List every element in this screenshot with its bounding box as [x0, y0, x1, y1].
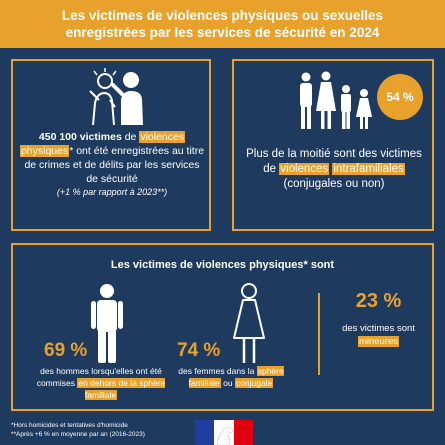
men-text: des hommes lorsqu'elles ont été commises: [36, 366, 162, 388]
header-banner: Les victimes de violences physiques ou s…: [0, 0, 445, 48]
intrafamily-text: Plus de la moitié sont des victimes de v…: [242, 147, 426, 192]
women-percent: 74 %: [177, 340, 221, 361]
highlight-outside-family: en dehors de la sphère familiale: [77, 378, 166, 400]
highlight-conjugale: conjugale: [234, 378, 274, 388]
men-percent: 69 %: [44, 340, 88, 361]
footnotes: *Hors homicides et tentatives d'homicide…: [11, 421, 211, 439]
page-title: Les victimes de violences physiques ou s…: [61, 8, 384, 40]
marianne-logo-graphic: [195, 420, 253, 445]
physical-victims-panel: Les victimes de violences physiques* son…: [11, 243, 434, 411]
victims-count: 450 100 victimes: [38, 131, 122, 143]
victims-evolution: (+1 % par rapport à 2023**): [56, 187, 168, 197]
highlight-minors: mineures: [357, 336, 400, 347]
intrafamily-panel: 54 % Plus de la moitié sont des victimes…: [232, 59, 434, 231]
women-text-mid: ou: [220, 378, 235, 388]
highlight-violences-2: violences: [279, 163, 330, 175]
minors-percent: 23 %: [355, 290, 402, 312]
woman-icon: [233, 283, 265, 363]
divider: [318, 293, 320, 375]
victims-count-text: 450 100 victimes de violences physiques*…: [19, 130, 205, 199]
women-description: des femmes dans la sphère familiale ou c…: [176, 365, 286, 389]
victims-text-rest: * ont été enregistrées au titre de crime…: [24, 145, 205, 185]
family-icon: [300, 71, 372, 129]
victims-count-panel: 450 100 victimes de violences physiques*…: [11, 59, 211, 231]
minors-description: des victimes sont mineures: [331, 322, 426, 348]
physical-victims-title: Les victimes de violences physiques* son…: [110, 259, 335, 271]
highlight-physiques: physiques: [19, 145, 70, 157]
women-text: des femmes dans la: [178, 366, 257, 376]
highlight-violences: violences: [139, 131, 186, 143]
men-description: des hommes lorsqu'elles ont été commises…: [31, 365, 171, 401]
intrafamily-text-after: (conjugales ou non): [283, 178, 385, 190]
man-icon: [91, 284, 123, 363]
victims-text-de: de: [121, 131, 140, 143]
footnote-2: **Après +6 % en moyenne par an (2016-202…: [11, 431, 145, 438]
footnote-1: *Hors homicides et tentatives d'homicide: [11, 422, 128, 429]
minors-text: des victimes sont: [342, 323, 415, 334]
violence-scene-icon: [89, 68, 143, 126]
intrafamily-text-before: Plus de la moitié sont des victimes de: [246, 148, 422, 175]
highlight-intrafamiliales: intrafamiliales: [332, 163, 405, 175]
intrafamily-percent-badge: 54 %: [377, 74, 423, 120]
marianne-logo: [195, 420, 253, 445]
